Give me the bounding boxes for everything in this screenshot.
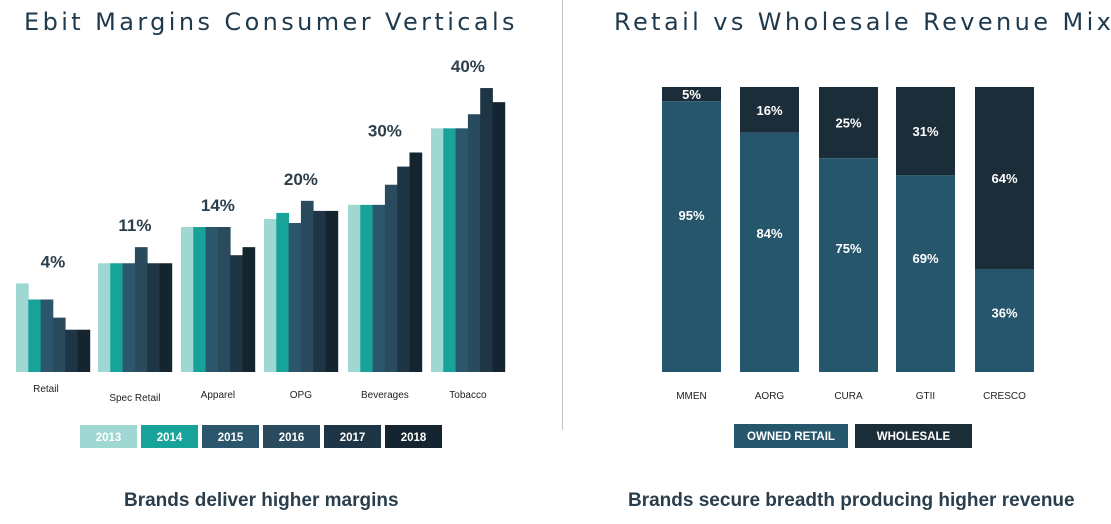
owned-retail-value-label: 69% [912, 251, 938, 266]
bar-opg-2014 [276, 212, 289, 372]
bar-beverages-2016 [384, 184, 398, 372]
bar-tobacco-2018 [492, 102, 506, 372]
category-label: Spec Retail [109, 393, 160, 404]
category-label: MMEN [676, 391, 707, 402]
legend-swatch-2015 [202, 425, 259, 448]
bar-spec-retail-2018 [159, 263, 173, 372]
segment-wholesale-aorg [740, 87, 799, 133]
bar-tobacco-2016 [467, 114, 481, 372]
segment-owned-retail-gtii [896, 175, 955, 372]
bar-spec-retail-2017 [147, 263, 160, 372]
category-label: Apparel [201, 390, 235, 401]
segment-wholesale-gtii [896, 87, 955, 176]
wholesale-value-label: 25% [835, 116, 861, 131]
segment-wholesale-cura [819, 87, 878, 159]
category-label: Retail [33, 384, 59, 395]
bar-beverages-2014 [360, 204, 373, 372]
legend-label-2014: 2014 [157, 432, 183, 444]
group-value-label: 14% [201, 196, 235, 215]
bar-tobacco-2015 [455, 128, 469, 372]
right-chart-title: Retail vs Wholesale Revenue Mix [614, 8, 1111, 36]
bar-apparel-2016 [217, 227, 231, 372]
bar-apparel-2013 [181, 227, 194, 372]
left-chart-caption: Brands deliver higher margins [124, 490, 399, 511]
segment-wholesale-cresco [975, 87, 1034, 270]
bar-spec-retail-2016 [134, 247, 148, 372]
segment-owned-retail-aorg [740, 132, 799, 372]
bar-opg-2016 [300, 200, 314, 372]
bar-tobacco-2013 [431, 128, 444, 372]
group-value-label: 4% [41, 252, 66, 271]
bar-retail-2015 [40, 299, 54, 372]
bar-retail-2017 [65, 329, 78, 372]
owned-retail-value-label: 95% [678, 208, 704, 223]
legend-swatch-2017 [324, 425, 381, 448]
wholesale-value-label: 31% [912, 124, 938, 139]
bar-opg-2017 [313, 210, 326, 372]
segment-owned-retail-mmen [662, 101, 721, 372]
category-label: Beverages [361, 390, 409, 401]
category-label: Tobacco [449, 390, 487, 401]
bar-apparel-2015 [205, 227, 219, 372]
legend-label-owned-retail: OWNED RETAIL [747, 431, 835, 443]
bar-beverages-2015 [372, 204, 386, 372]
legend-swatch-wholesale [855, 424, 972, 448]
category-label: AORG [755, 391, 785, 402]
legend-swatch-owned-retail [734, 424, 848, 448]
owned-retail-value-label: 84% [756, 226, 782, 241]
legend-swatch-2014 [141, 425, 198, 448]
legend-label-2016: 2016 [279, 432, 305, 444]
legend-label-2018: 2018 [401, 432, 427, 444]
bar-tobacco-2014 [443, 128, 456, 372]
group-value-label: 11% [118, 216, 151, 235]
bar-opg-2018 [325, 210, 339, 372]
owned-retail-value-label: 75% [835, 241, 861, 256]
segment-wholesale-mmen [662, 87, 721, 102]
legend-swatch-2018 [385, 425, 442, 448]
wholesale-value-label: 5% [682, 87, 701, 102]
owned-retail-value-label: 36% [991, 305, 1017, 320]
category-label: CURA [834, 391, 863, 402]
segment-owned-retail-cresco [975, 269, 1034, 372]
legend-swatch-2016 [263, 425, 320, 448]
bar-retail-2016 [52, 317, 66, 372]
legend-label-wholesale: WHOLESALE [877, 431, 951, 443]
left-chart-title: Ebit Margins Consumer Verticals [24, 8, 518, 36]
bar-retail-2014 [28, 299, 41, 372]
group-value-label: 30% [368, 121, 402, 140]
category-label: OPG [290, 390, 312, 401]
bar-opg-2013 [264, 218, 277, 372]
bar-apparel-2014 [193, 227, 206, 372]
wholesale-value-label: 16% [756, 103, 782, 118]
panel-divider [562, 0, 563, 430]
legend-label-2017: 2017 [340, 432, 366, 444]
bar-spec-retail-2013 [98, 263, 111, 372]
legend-swatch-2013 [80, 425, 137, 448]
bar-spec-retail-2015 [122, 263, 136, 372]
bar-tobacco-2017 [480, 88, 493, 372]
right-chart-caption: Brands secure breadth producing higher r… [628, 490, 1075, 511]
group-value-label: 20% [284, 170, 318, 189]
bar-beverages-2017 [397, 166, 410, 372]
bar-retail-2013 [16, 283, 29, 372]
group-value-label: 40% [451, 57, 485, 76]
segment-owned-retail-cura [819, 158, 878, 372]
bar-apparel-2017 [230, 255, 243, 372]
legend-label-2013: 2013 [96, 432, 122, 444]
bar-retail-2018 [77, 329, 91, 372]
wholesale-value-label: 64% [991, 171, 1017, 186]
bar-opg-2015 [288, 222, 302, 372]
bar-beverages-2018 [409, 152, 423, 372]
category-label: CRESCO [983, 391, 1026, 402]
bar-spec-retail-2014 [110, 263, 123, 372]
bar-apparel-2018 [242, 247, 256, 372]
category-label: GTII [916, 391, 935, 402]
legend-label-2015: 2015 [218, 432, 244, 444]
bar-beverages-2013 [348, 204, 361, 372]
